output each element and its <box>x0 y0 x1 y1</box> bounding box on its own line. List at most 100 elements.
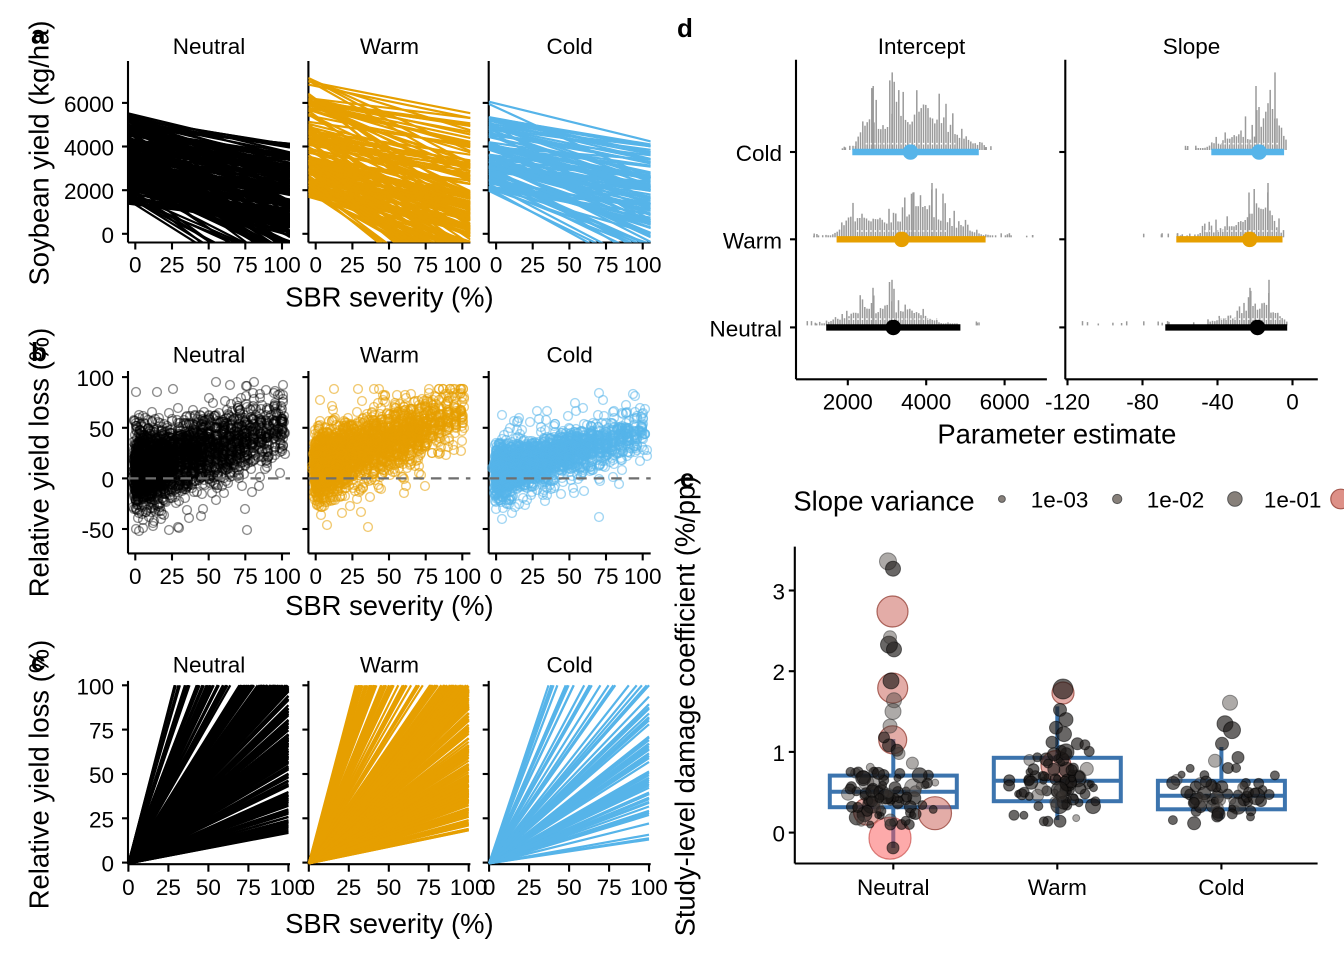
svg-text:Slope variance: Slope variance <box>793 486 974 517</box>
svg-text:6000: 6000 <box>64 92 114 117</box>
svg-text:50: 50 <box>376 253 401 278</box>
svg-text:-120: -120 <box>1045 390 1090 415</box>
svg-text:25: 25 <box>89 807 114 832</box>
svg-text:25: 25 <box>159 564 184 589</box>
svg-text:Relative yield loss (%): Relative yield loss (%) <box>24 328 55 597</box>
svg-text:0: 0 <box>122 875 135 900</box>
svg-text:SBR severity (%): SBR severity (%) <box>285 590 494 621</box>
svg-text:Intercept: Intercept <box>878 34 966 59</box>
svg-text:Neutral: Neutral <box>173 343 246 368</box>
svg-text:100: 100 <box>624 564 662 589</box>
svg-text:Warm: Warm <box>723 228 782 253</box>
svg-text:0: 0 <box>772 822 785 847</box>
svg-text:100: 100 <box>76 366 114 391</box>
svg-text:1: 1 <box>772 741 785 766</box>
svg-text:-40: -40 <box>1201 390 1234 415</box>
svg-text:e: e <box>680 463 694 493</box>
svg-text:Warm: Warm <box>360 34 419 59</box>
svg-text:50: 50 <box>557 564 582 589</box>
svg-text:50: 50 <box>376 564 401 589</box>
svg-text:2: 2 <box>772 660 785 685</box>
svg-text:Warm: Warm <box>360 343 419 368</box>
svg-text:100: 100 <box>270 875 308 900</box>
svg-text:0: 0 <box>490 253 503 278</box>
svg-text:2000: 2000 <box>823 390 873 415</box>
svg-text:Neutral: Neutral <box>709 316 782 341</box>
svg-text:75: 75 <box>416 875 441 900</box>
svg-text:50: 50 <box>557 253 582 278</box>
svg-text:75: 75 <box>593 564 618 589</box>
svg-text:1e-02: 1e-02 <box>1147 488 1205 513</box>
svg-text:Neutral: Neutral <box>173 34 246 59</box>
svg-text:SBR severity (%): SBR severity (%) <box>285 908 494 939</box>
svg-text:SBR severity (%): SBR severity (%) <box>285 282 494 313</box>
svg-text:0: 0 <box>129 564 142 589</box>
svg-text:0: 0 <box>101 467 114 492</box>
svg-text:75: 75 <box>413 253 438 278</box>
svg-text:0: 0 <box>1286 390 1299 415</box>
svg-text:Neutral: Neutral <box>857 875 930 900</box>
svg-text:4000: 4000 <box>901 390 951 415</box>
svg-text:25: 25 <box>159 253 184 278</box>
svg-text:Soybean yield (kg/ha): Soybean yield (kg/ha) <box>24 21 55 286</box>
svg-text:b: b <box>31 337 47 367</box>
svg-text:25: 25 <box>336 875 361 900</box>
svg-text:3: 3 <box>772 580 785 605</box>
svg-text:50: 50 <box>557 875 582 900</box>
svg-text:0: 0 <box>490 564 503 589</box>
svg-text:c: c <box>31 647 45 677</box>
svg-text:d: d <box>677 13 693 43</box>
svg-text:75: 75 <box>413 564 438 589</box>
svg-text:0: 0 <box>483 875 496 900</box>
svg-text:50: 50 <box>89 763 114 788</box>
svg-text:75: 75 <box>233 564 258 589</box>
svg-text:1e-01: 1e-01 <box>1264 488 1322 513</box>
svg-text:0: 0 <box>309 253 322 278</box>
svg-text:0: 0 <box>303 875 316 900</box>
svg-text:0: 0 <box>309 564 322 589</box>
svg-text:75: 75 <box>236 875 261 900</box>
svg-text:0: 0 <box>129 253 142 278</box>
svg-text:75: 75 <box>593 253 618 278</box>
svg-text:75: 75 <box>233 253 258 278</box>
svg-text:Cold: Cold <box>547 34 593 59</box>
svg-text:6000: 6000 <box>980 390 1030 415</box>
svg-text:25: 25 <box>156 875 181 900</box>
svg-text:50: 50 <box>89 417 114 442</box>
svg-text:100: 100 <box>450 875 488 900</box>
svg-text:Cold: Cold <box>547 343 593 368</box>
svg-text:a: a <box>31 19 46 49</box>
svg-text:1e-03: 1e-03 <box>1031 488 1089 513</box>
svg-text:25: 25 <box>517 875 542 900</box>
svg-text:0: 0 <box>101 223 114 248</box>
svg-text:25: 25 <box>520 564 545 589</box>
svg-text:100: 100 <box>263 564 301 589</box>
svg-text:100: 100 <box>444 253 482 278</box>
svg-text:25: 25 <box>520 253 545 278</box>
svg-text:Relative yield loss (%): Relative yield loss (%) <box>24 640 55 909</box>
svg-text:Cold: Cold <box>547 653 593 678</box>
svg-text:Slope: Slope <box>1163 34 1221 59</box>
svg-text:Cold: Cold <box>736 141 782 166</box>
svg-text:2000: 2000 <box>64 179 114 204</box>
svg-text:-80: -80 <box>1126 390 1159 415</box>
svg-text:100: 100 <box>624 253 662 278</box>
svg-text:100: 100 <box>630 875 668 900</box>
svg-text:0: 0 <box>101 852 114 877</box>
svg-text:100: 100 <box>76 674 114 699</box>
svg-text:50: 50 <box>376 875 401 900</box>
svg-text:25: 25 <box>340 253 365 278</box>
svg-text:4000: 4000 <box>64 136 114 161</box>
svg-text:100: 100 <box>263 253 301 278</box>
svg-text:Warm: Warm <box>360 653 419 678</box>
svg-text:Parameter estimate: Parameter estimate <box>937 419 1176 450</box>
svg-text:-50: -50 <box>81 518 114 543</box>
svg-text:Cold: Cold <box>1198 875 1244 900</box>
svg-text:Neutral: Neutral <box>173 653 246 678</box>
svg-text:25: 25 <box>340 564 365 589</box>
svg-text:50: 50 <box>196 875 221 900</box>
svg-text:100: 100 <box>444 564 482 589</box>
svg-text:Study-level damage coefficient: Study-level damage coefficient (%/pp) <box>670 476 701 937</box>
svg-text:50: 50 <box>196 253 221 278</box>
svg-text:75: 75 <box>597 875 622 900</box>
